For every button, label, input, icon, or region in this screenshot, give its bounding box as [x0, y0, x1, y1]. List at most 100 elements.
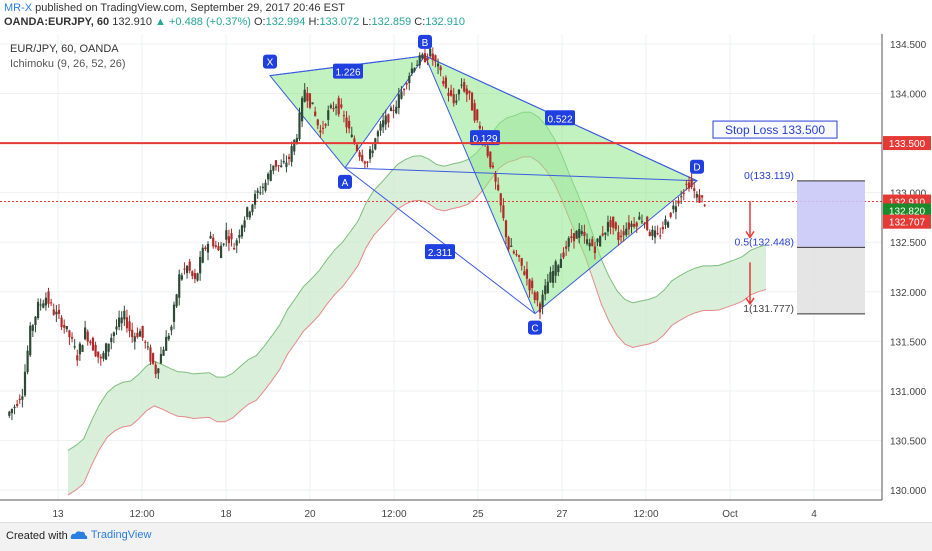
- pattern-point-marker[interactable]: [338, 174, 352, 189]
- candle-body: [450, 90, 453, 96]
- candle-body: [18, 398, 21, 400]
- candle-body: [546, 281, 549, 294]
- candle-body: [10, 409, 14, 414]
- candle-body: [219, 245, 223, 259]
- symbol-label: OANDA:EURJPY, 60: [4, 16, 110, 28]
- stop-loss-label: Stop Loss 133.500: [725, 123, 825, 137]
- candle-body: [494, 173, 497, 182]
- candle-body: [94, 344, 97, 357]
- candle-body: [274, 160, 278, 167]
- candle-body: [188, 261, 191, 271]
- candle-body: [431, 53, 434, 60]
- target-zone-lower[interactable]: [797, 247, 865, 314]
- candle-body: [175, 294, 178, 307]
- ratio-label: 0.522: [547, 114, 572, 125]
- pattern-point-label: D: [693, 163, 700, 174]
- candle-body: [212, 237, 215, 247]
- y-tick-label: 130.500: [890, 437, 927, 448]
- candle-body: [298, 112, 301, 140]
- target-label: 0.5(132.448): [734, 236, 794, 248]
- candle-body: [400, 91, 403, 99]
- y-tick-label: 131.000: [890, 387, 927, 398]
- candle-body: [368, 149, 372, 159]
- pattern-point-label: B: [422, 38, 429, 49]
- candle-body: [664, 219, 667, 225]
- price-change: ▲ +0.488 (+0.37%): [155, 16, 251, 28]
- candle-body: [389, 107, 393, 111]
- candle-body: [256, 190, 259, 193]
- candle-body: [504, 220, 508, 238]
- candle-body: [627, 222, 630, 230]
- candle-body: [97, 351, 100, 358]
- pattern-point-marker[interactable]: [263, 54, 277, 69]
- candle-body: [251, 204, 254, 213]
- candle-body: [491, 165, 495, 168]
- candle-body: [68, 330, 71, 338]
- candle-body: [16, 403, 19, 406]
- high-value: 133.072: [319, 16, 360, 28]
- indicator-legend[interactable]: Ichimoku (9, 26, 52, 26): [10, 58, 126, 70]
- x-tick-label: 12:00: [129, 509, 154, 520]
- ratio-label: 2.311: [428, 248, 453, 259]
- candle-body: [214, 245, 217, 247]
- pattern-point-marker[interactable]: [418, 34, 432, 49]
- price-axis-panel[interactable]: [882, 34, 932, 530]
- pattern-point-marker[interactable]: [690, 159, 704, 174]
- candle-body: [84, 327, 87, 340]
- candle-body: [52, 309, 55, 315]
- candle-body: [672, 205, 675, 210]
- candle-body: [264, 182, 267, 191]
- publisher-name[interactable]: MR-X: [4, 2, 33, 14]
- candle-body: [206, 243, 210, 253]
- symbol-info-line: OANDA:EURJPY, 60 132.910 ▲ +0.488 (+0.37…: [4, 16, 465, 28]
- candle-body: [227, 236, 231, 244]
- candle-body: [57, 309, 61, 314]
- candle-body: [408, 75, 411, 84]
- candle-body: [685, 183, 688, 185]
- candle-body: [379, 123, 382, 131]
- candle-body: [465, 88, 468, 95]
- candle-body: [640, 221, 644, 223]
- cloud-logo-icon: [70, 531, 88, 540]
- candle-body: [29, 325, 32, 356]
- open-label: O:: [253, 16, 266, 28]
- candle-body: [120, 317, 123, 324]
- last-price: 132.910: [112, 16, 152, 28]
- candle-body: [489, 151, 492, 168]
- pattern-point-marker[interactable]: [528, 320, 542, 335]
- target-zone-upper[interactable]: [797, 180, 865, 248]
- candle-body: [39, 304, 42, 306]
- tradingview-logo[interactable]: TradingView: [70, 529, 151, 541]
- y-tick-label: 132.500: [890, 238, 927, 249]
- created-with-text: Created with: [6, 530, 68, 542]
- candle-body: [455, 100, 458, 103]
- candle-body: [416, 64, 419, 66]
- candle-body: [170, 326, 173, 331]
- candle-body: [651, 229, 654, 237]
- candle-body: [277, 165, 280, 167]
- candle-body: [290, 146, 293, 162]
- candle-body: [515, 254, 518, 256]
- price-tag-label: 132.910: [889, 198, 926, 209]
- candle-body: [528, 279, 531, 291]
- candle-body: [301, 98, 304, 122]
- candle-body: [387, 114, 390, 123]
- candle-body: [55, 311, 58, 315]
- candle-body: [342, 115, 346, 117]
- ratio-label: 0.129: [472, 134, 497, 145]
- candle-body: [295, 138, 298, 143]
- candle-body: [329, 105, 332, 108]
- candle-body: [144, 341, 147, 343]
- candle-body: [222, 243, 225, 245]
- candle-body: [240, 225, 244, 237]
- candle-body: [578, 229, 581, 238]
- chart-area[interactable]: X A B C D 1.226 0.129 2.311 0.522 Stop Loss 133.5…: [0, 34, 932, 530]
- price-tag-label: 132.707: [889, 218, 926, 229]
- candle-body: [476, 109, 479, 121]
- candle-body: [293, 139, 296, 152]
- candle-body: [703, 204, 706, 206]
- candle-body: [643, 223, 646, 225]
- candle-body: [209, 235, 212, 239]
- price-chart[interactable]: X A B C D 1.226 0.129 2.311 0.522 Stop Loss 133.5…: [0, 34, 932, 530]
- candle-body: [50, 302, 53, 304]
